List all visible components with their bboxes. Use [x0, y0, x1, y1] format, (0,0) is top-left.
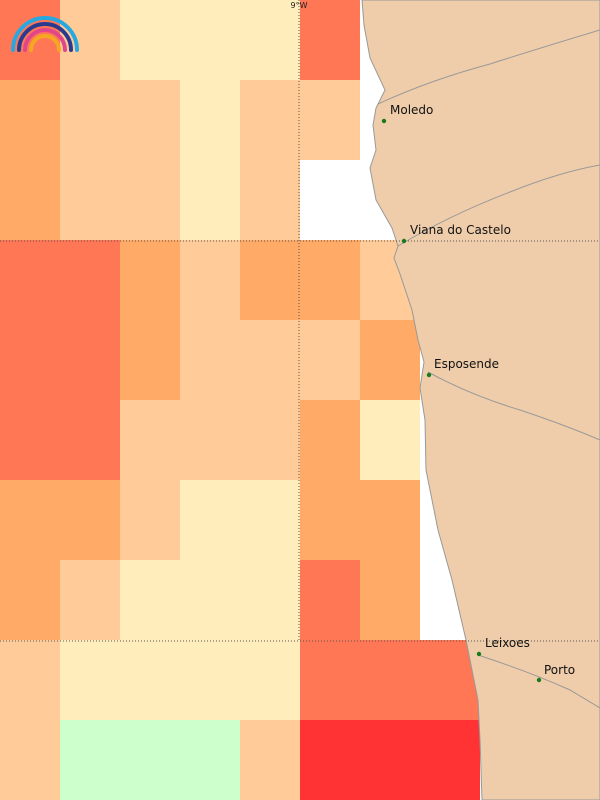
- grid-cell: [180, 400, 240, 480]
- grid-cell: [360, 480, 420, 560]
- grid-cell: [60, 160, 120, 240]
- grid-cell: [180, 560, 240, 640]
- city-label: Moledo: [390, 103, 433, 117]
- grid-cell: [240, 720, 300, 800]
- grid-cell: [360, 560, 420, 640]
- grid-cell: [120, 720, 180, 800]
- grid-cell: [0, 480, 60, 560]
- city-marker: [426, 372, 432, 378]
- grid-cell: [60, 320, 120, 400]
- city-label: Esposende: [434, 357, 499, 371]
- grid-cell: [0, 640, 60, 720]
- grid-cell: [420, 720, 480, 800]
- grid-cell: [60, 560, 120, 640]
- grid-cell: [60, 240, 120, 320]
- grid-cell: [120, 320, 180, 400]
- land-mass: [361, 0, 600, 800]
- grid-cell: [240, 640, 300, 720]
- city-marker: [401, 238, 407, 244]
- rainbow-logo-icon: [11, 16, 79, 52]
- grid-cell: [180, 720, 240, 800]
- grid-cell: [240, 480, 300, 560]
- grid-cell: [180, 80, 240, 160]
- grid-cell: [180, 0, 240, 80]
- grid-cell: [60, 400, 120, 480]
- grid-cell: [120, 160, 180, 240]
- grid-cell: [0, 560, 60, 640]
- grid-cell: [300, 720, 360, 800]
- city-label: Viana do Castelo: [410, 223, 511, 237]
- grid-cell: [120, 560, 180, 640]
- grid-cell: [0, 80, 60, 160]
- grid-cell: [0, 240, 60, 320]
- grid-cell: [300, 480, 360, 560]
- grid-cell: [60, 720, 120, 800]
- grid-cell: [300, 240, 360, 320]
- grid-cell: [180, 240, 240, 320]
- grid-cell: [360, 320, 420, 400]
- grid-cell: [240, 320, 300, 400]
- grid-cell: [120, 400, 180, 480]
- grid-cell: [0, 0, 60, 80]
- grid-cell: [240, 0, 300, 80]
- grid-cell: [180, 320, 240, 400]
- grid-cell: [60, 80, 120, 160]
- grid-cell: [0, 720, 60, 800]
- grid-cell: [180, 480, 240, 560]
- grid-cell: [360, 640, 420, 720]
- grid-cell: [300, 0, 360, 80]
- longitude-label: 9°W: [291, 1, 308, 10]
- grid-cell: [0, 160, 60, 240]
- grid-cell: [120, 0, 180, 80]
- city-marker: [476, 651, 482, 657]
- grid-cell: [240, 400, 300, 480]
- city-label: Leixoes: [485, 636, 530, 650]
- grid-cell: [300, 80, 360, 160]
- grid-cell: [300, 400, 360, 480]
- grid-cell: [360, 400, 420, 480]
- grid-cell: [120, 80, 180, 160]
- city-label: Porto: [544, 663, 575, 677]
- rivers: [377, 29, 600, 709]
- grid-cell: [0, 400, 60, 480]
- grid-cell: [360, 720, 420, 800]
- grid-cell: [240, 240, 300, 320]
- grid-cell: [120, 640, 180, 720]
- grid-cell: [0, 320, 60, 400]
- grid-cell: [120, 480, 180, 560]
- grid-cell: [300, 560, 360, 640]
- grid-cell: [60, 480, 120, 560]
- grid-cell: [240, 80, 300, 160]
- forecast-grid: [0, 0, 480, 800]
- grid-cell: [300, 320, 360, 400]
- grid-cell: [240, 560, 300, 640]
- grid-cell: [180, 640, 240, 720]
- grid-cell: [300, 640, 360, 720]
- city-marker: [381, 118, 387, 124]
- grid-cell: [180, 160, 240, 240]
- grid-cell: [240, 160, 300, 240]
- grid-cell: [120, 240, 180, 320]
- grid-cell: [60, 640, 120, 720]
- city-marker: [536, 677, 542, 683]
